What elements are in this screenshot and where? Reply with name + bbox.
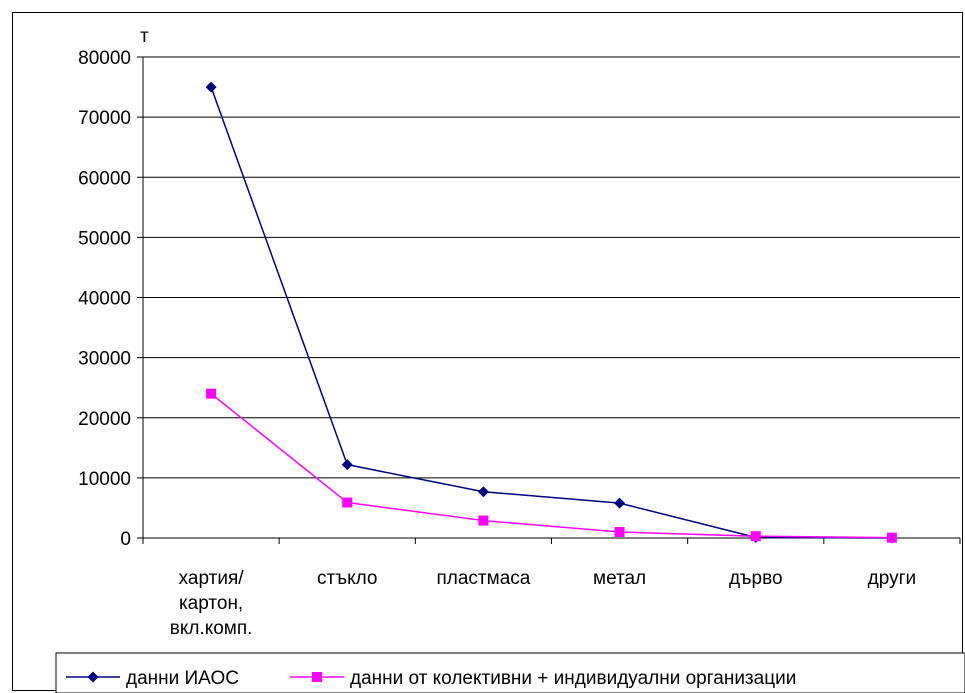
- y-axis-unit-label: т: [140, 26, 149, 47]
- data-point: [478, 515, 489, 526]
- x-category-label: хартия/: [179, 568, 245, 589]
- y-tick-label: 70000: [78, 108, 131, 129]
- axes: [137, 56, 961, 544]
- data-point: [614, 497, 626, 509]
- data-point: [886, 532, 897, 543]
- y-tick-label: 60000: [78, 168, 131, 189]
- series-line: [210, 86, 892, 539]
- series-line: [210, 393, 892, 539]
- data-point: [205, 81, 217, 93]
- gridlines: [143, 56, 960, 479]
- data-point: [750, 531, 761, 542]
- x-category-label: стъкло: [317, 568, 377, 589]
- x-category-label: вкл.комп.: [170, 618, 253, 639]
- x-category-label: дърво: [729, 568, 783, 589]
- data-point: [206, 388, 217, 399]
- x-category-label: други: [868, 568, 916, 589]
- x-category-label: картон,: [179, 593, 243, 614]
- data-point: [477, 486, 489, 498]
- legend: данни ИАОС данни от колективни + индивиду…: [55, 652, 965, 693]
- y-tick-label: 20000: [78, 409, 131, 430]
- legend-label: данни от колективни + индивидуални орган…: [350, 668, 796, 689]
- data-point: [614, 526, 625, 537]
- y-tick-label: 50000: [78, 228, 131, 249]
- data-series: [205, 81, 898, 544]
- y-tick-labels: 0 10000 20000 30000 40000 50000 60000 70000 8000…: [78, 48, 131, 550]
- y-tick-label: 0: [120, 529, 131, 550]
- legend-box: [55, 652, 965, 693]
- y-tick-label: 40000: [78, 289, 131, 310]
- legend-marker: [87, 671, 99, 683]
- y-tick-label: 10000: [78, 469, 131, 490]
- legend-label: данни ИАОС: [126, 668, 239, 689]
- y-tick-label: 80000: [78, 48, 131, 69]
- legend-marker: [312, 672, 322, 682]
- y-tick-label: 30000: [78, 349, 131, 370]
- x-category-label: пластмаса: [436, 568, 530, 589]
- x-category-label: метал: [593, 568, 646, 589]
- x-category-labels: хартия/картон, вкл.комп. стъкло пластмаса ме…: [170, 568, 916, 639]
- data-point: [341, 459, 353, 471]
- data-point: [342, 497, 353, 508]
